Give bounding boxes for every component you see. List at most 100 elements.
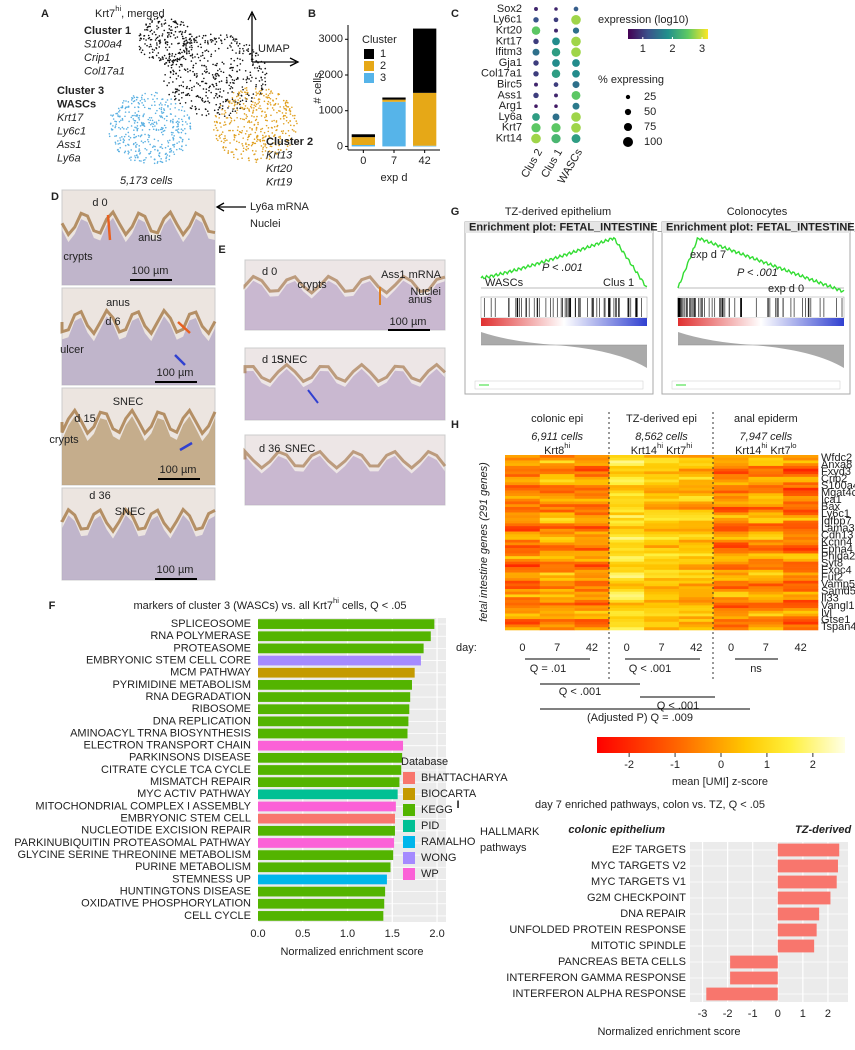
umap-cell [244,105,247,107]
umap-cell [179,57,181,59]
heatmap-cell [713,517,749,521]
comparison-stat: ns [750,663,762,675]
group-marker: Krt14hi Krt7lo [735,441,797,457]
image-label: 100 µm [132,265,169,277]
umap-cell [193,74,196,77]
heatmap-cell [678,575,714,579]
umap-cell [178,66,181,68]
heatmap-cell [574,553,610,557]
umap-cell [237,126,239,128]
umap-cell [160,126,163,129]
umap-cell [158,59,161,62]
umap-cell [225,79,228,81]
heatmap-cell [748,471,784,475]
heatmap-cell [748,580,784,584]
umap-cell [181,65,183,67]
heatmap-cell [574,621,610,625]
umap-cell [185,87,188,89]
heatmap-cell [539,523,575,527]
umap-cell [233,107,235,110]
umap-cell [260,107,262,110]
heatmap-cell [748,534,784,538]
umap-cell [186,85,188,88]
heatmap-cell [748,547,784,552]
umap-cell [181,140,184,143]
umap-cell [269,136,271,139]
category-label: PYRIMIDINE METABOLISM [112,679,251,691]
umap-cell [144,100,146,102]
panel-title-part: hi [115,4,121,13]
gsea-plot-title: Enrichment plot: FETAL_INTESTINE_MM [666,221,855,233]
heatmap-cell [748,455,784,459]
heatmap-cell [505,613,541,617]
umap-cell [286,140,288,143]
bar [258,704,410,715]
umap-cell [168,155,171,157]
umap-cell [146,44,148,47]
umap-cell [220,133,223,136]
dot [571,47,581,58]
umap-cell [222,101,225,103]
umap-cell [130,116,133,119]
category-label: MYC TARGETS V1 [591,876,686,888]
category-label: OXIDATIVE PHOSPHORYLATION [81,898,251,910]
heatmap-cell [644,580,680,584]
umap-cell [128,157,131,159]
umap-cell [277,148,280,151]
heatmap-cell [783,493,819,497]
umap-cell [260,68,262,70]
image-label: crypts [297,279,327,291]
umap-cell [194,105,197,108]
gene-label: Lama3 [821,522,855,534]
umap-cell [278,109,280,112]
umap-cell [166,84,169,87]
umap-cell [137,156,139,158]
umap-cell [142,115,144,118]
umap-cell [242,147,245,150]
umap-cell [248,133,250,136]
umap-cell [152,125,154,128]
umap-cell [255,103,258,106]
umap-cell [169,119,172,122]
umap-cell [190,100,193,102]
day-label: 7 [658,642,664,654]
umap-cell [229,44,231,47]
heatmap-cell [644,602,680,606]
umap-cell [219,103,222,105]
heatmap-cell [713,586,749,590]
umap-cell [166,31,169,34]
umap-cell [209,33,212,36]
umap-cell [112,118,115,120]
umap-cell [214,74,217,76]
umap-cell [155,47,158,50]
umap-cell [261,127,264,130]
group-marker-part: Krt7 [663,445,686,457]
umap-cell [243,113,246,115]
heatmap-cell [644,564,680,568]
category-label: UNFOLDED PROTEIN RESPONSE [509,924,686,936]
umap-cell [153,31,156,33]
umap-cell [229,102,231,104]
umap-cell [213,37,216,39]
heatmap-cell [505,569,541,573]
umap-cell [158,107,161,110]
umap-cell [115,120,118,123]
heatmap-cell [609,616,645,620]
umap-cell [213,129,215,131]
umap-cell [274,151,276,153]
heatmap-cell [678,591,714,595]
heatmap-cell [678,602,714,606]
umap-cell [166,49,169,51]
umap-cell [163,109,166,111]
heatmap-cell [539,578,575,582]
rank-metric [481,332,647,368]
umap-cell [248,53,251,55]
arrow-mark [174,354,186,366]
umap-cell [227,105,230,108]
heatmap-cell [505,608,541,612]
umap-cell [148,121,150,124]
umap-cell [256,92,258,95]
dot [572,59,580,67]
umap-cell [232,153,235,156]
heatmap-cell [783,610,819,614]
